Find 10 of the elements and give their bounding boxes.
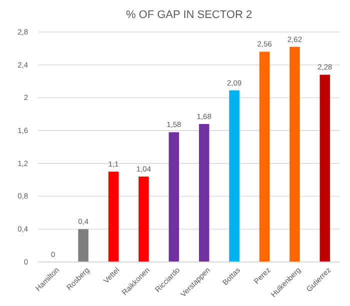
bar (78, 229, 88, 262)
bar (229, 90, 240, 262)
bar (290, 46, 300, 262)
bar (198, 124, 210, 262)
bar (259, 52, 270, 262)
bar (138, 176, 149, 262)
chart-title: % OF GAP IN SECTOR 2 (126, 9, 252, 21)
bar (320, 74, 330, 262)
bar (168, 132, 180, 262)
bar (108, 172, 119, 262)
